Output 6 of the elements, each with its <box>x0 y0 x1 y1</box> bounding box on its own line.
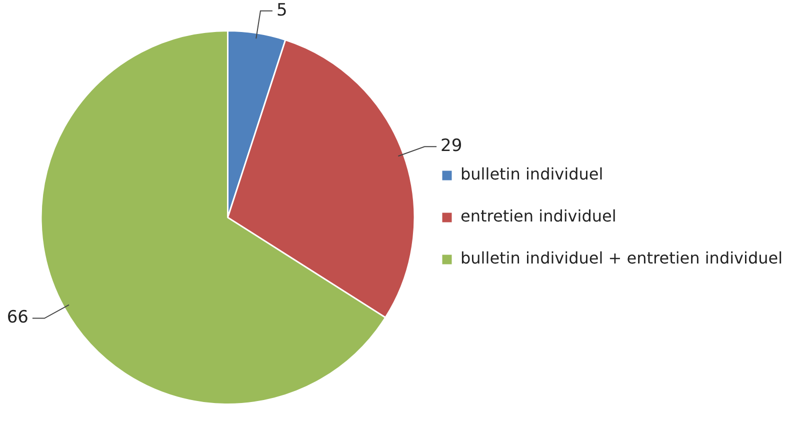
data-label: 29 <box>440 136 462 156</box>
legend-label: bulletin individuel <box>460 164 604 184</box>
legend-label: bulletin individuel + entretien individuel <box>460 248 783 268</box>
data-label: 66 <box>6 308 28 328</box>
legend-label: entretien individuel <box>460 206 616 226</box>
data-label: 5 <box>276 0 288 20</box>
